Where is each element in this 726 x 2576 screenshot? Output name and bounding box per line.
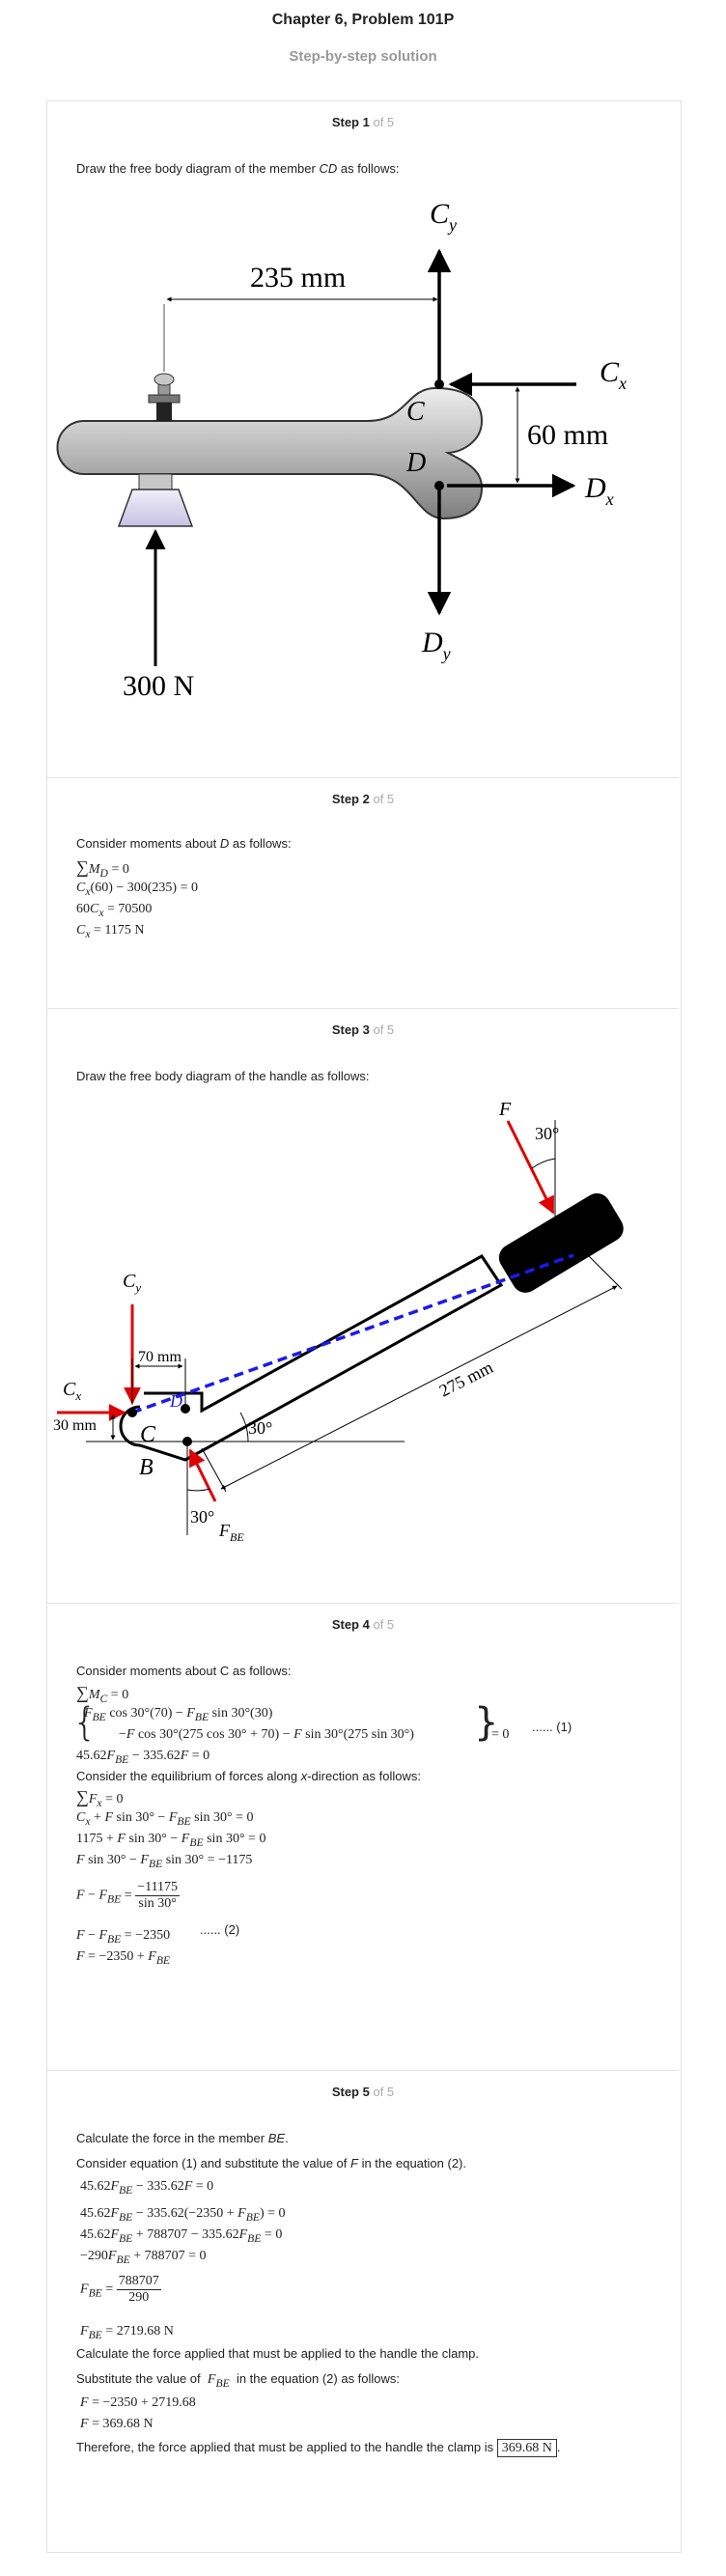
step-5-eq-7: F = −2350 + 2719.68 bbox=[80, 2395, 196, 2410]
step-4-eq-4: ∑Fx = 0 bbox=[76, 1787, 124, 1809]
step-4: Step 4 of 5 Consider moments about C as … bbox=[47, 1604, 679, 2070]
step-4-eq-6: 1175 + F sin 30° − FBE sin 30° = 0 bbox=[76, 1832, 266, 1849]
step-4-header: Step 4 of 5 bbox=[331, 1617, 395, 1632]
step-4-eq-8: F − FBE = −11175 sin 30° bbox=[76, 1880, 181, 1911]
page-subtitle: Step-by-step solution bbox=[289, 48, 437, 65]
cx-label: Cx bbox=[63, 1379, 81, 1403]
point-d-label: D bbox=[405, 448, 426, 478]
step-5-eq-5: FBE = 788707 290 bbox=[80, 2274, 161, 2305]
step-3-header: Step 3 of 5 bbox=[331, 1022, 395, 1037]
step-5-eq-8: F = 369.68 N bbox=[80, 2417, 154, 2431]
angle-bot-label: 30° bbox=[190, 1507, 214, 1526]
step-4-eq-3: 45.62FBE − 335.62F = 0 bbox=[76, 1749, 210, 1766]
dim-70-label: 70 mm bbox=[138, 1349, 182, 1365]
step-5-final: Therefore, the force applied that must b… bbox=[76, 2439, 561, 2457]
point-d-label: D bbox=[169, 1391, 182, 1411]
member-cd-diagram: 300 N 235 mm Cy Cx Dx Dy C D 60 mm bbox=[56, 198, 627, 702]
point-c-label: C bbox=[406, 397, 425, 427]
step-4-text-2: Consider the equilibrium of forces along… bbox=[76, 1769, 421, 1783]
point-b-label: B bbox=[139, 1455, 154, 1480]
dy-label: Dy bbox=[421, 627, 451, 663]
step-2-eq-3: 60Cx = 70500 bbox=[76, 902, 153, 919]
solution-card bbox=[46, 100, 682, 2553]
dim-235-label: 235 mm bbox=[250, 262, 346, 294]
page-title: Chapter 6, Problem 101P bbox=[271, 12, 455, 28]
handle-diagram: C D B F 30° Cy Cx 70 mm 30 mm 30° 30° FB… bbox=[53, 1099, 624, 1544]
step-4-eq-7: F sin 30° − FBE sin 30° = −1175 bbox=[76, 1853, 253, 1870]
answer-box: 369.68 N bbox=[496, 2439, 557, 2457]
force-300n-label: 300 N bbox=[123, 670, 194, 702]
step-4-text-1: Consider moments about C as follows: bbox=[76, 1664, 292, 1678]
step-5-text-4: Substitute the value of FBE in the equat… bbox=[76, 2371, 401, 2390]
step-3: Step 3 of 5 Draw the free body diagram o… bbox=[47, 1009, 679, 1603]
force-f-label: F bbox=[498, 1099, 512, 1120]
step-2-eq-1: ∑MD = 0 bbox=[76, 857, 129, 880]
divider bbox=[47, 1008, 679, 1009]
step-4-eq-1: ∑MC = 0 bbox=[76, 1683, 129, 1705]
cy-label: Cy bbox=[430, 198, 457, 235]
step-5-eq-3: 45.62FBE + 788707 − 335.62FBE = 0 bbox=[80, 2227, 283, 2245]
step-5-text-3: Calculate the force applied that must be… bbox=[76, 2346, 479, 2361]
step-5-header: Step 5 of 5 bbox=[331, 2085, 395, 2099]
step-5-text-1: Calculate the force in the member BE. bbox=[76, 2131, 289, 2145]
angle-mid-label: 30° bbox=[248, 1418, 272, 1438]
step-4-eq-5: Cx + F sin 30° − FBE sin 30° = 0 bbox=[76, 1810, 254, 1828]
cy-label: Cy bbox=[123, 1271, 141, 1295]
step-4-eq-9: F − FBE = −2350 ...... (2) bbox=[76, 1922, 240, 1946]
step-4-eq-10: F = −2350 + FBE bbox=[76, 1949, 171, 1967]
divider bbox=[47, 1603, 679, 1604]
step-2-eq-2: Cx(60) − 300(235) = 0 bbox=[76, 881, 198, 898]
step-1-header: Step 1 of 5 bbox=[331, 115, 395, 129]
step-2: Step 2 of 5 Consider moments about D as … bbox=[47, 778, 679, 1008]
fbe-label: FBE bbox=[218, 1521, 244, 1544]
dim-30-label: 30 mm bbox=[53, 1417, 97, 1434]
cx-label: Cx bbox=[600, 356, 627, 393]
angle-top-label: 30° bbox=[535, 1124, 559, 1143]
dx-label: Dx bbox=[584, 472, 614, 509]
step-1: Step 1 of 5 Draw the free body diagram o… bbox=[47, 101, 679, 777]
point-c-label: C bbox=[140, 1422, 156, 1447]
step-5-eq-2: 45.62FBE − 335.62(−2350 + FBE) = 0 bbox=[80, 2206, 286, 2224]
step-5-text-2: Consider equation (1) and substitute the… bbox=[76, 2156, 466, 2170]
step-1-text: Draw the free body diagram of the member… bbox=[76, 161, 400, 176]
step-2-text: Consider moments about D as follows: bbox=[76, 836, 292, 851]
step-5-eq-4: −290FBE + 788707 = 0 bbox=[80, 2249, 207, 2266]
step-2-header: Step 2 of 5 bbox=[331, 792, 395, 806]
divider bbox=[47, 2070, 679, 2071]
step-5-eq-1: 45.62FBE − 335.62F = 0 bbox=[80, 2179, 214, 2197]
dim-60-label: 60 mm bbox=[527, 419, 608, 451]
step-3-text: Draw the free body diagram of the handle… bbox=[76, 1069, 370, 1083]
step-5-eq-6: FBE = 2719.68 N bbox=[80, 2324, 174, 2341]
divider bbox=[47, 777, 679, 778]
step-5: Step 5 of 5 Calculate the force in the m… bbox=[47, 2071, 679, 2544]
step-2-eq-4: Cx = 1175 N bbox=[76, 923, 145, 940]
